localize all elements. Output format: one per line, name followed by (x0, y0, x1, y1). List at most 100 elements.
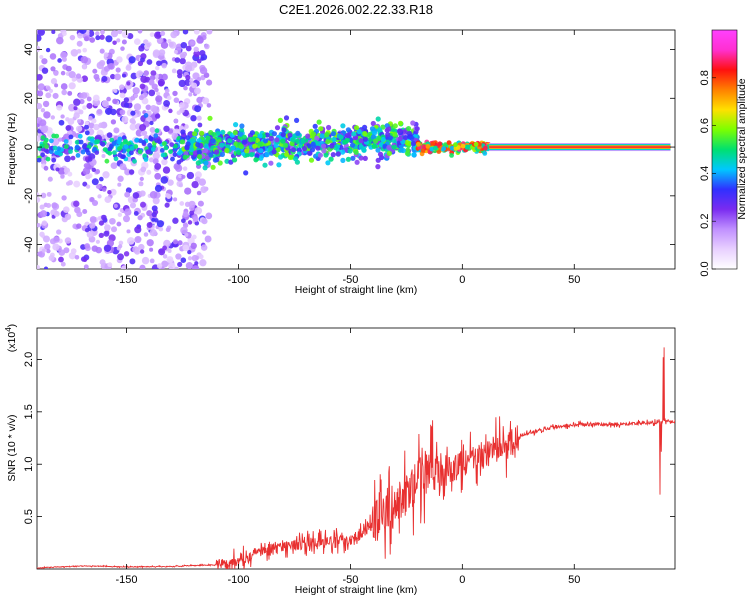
spectrogram-cell (385, 131, 391, 138)
spectrogram-cell (377, 151, 384, 157)
spectrogram-cell (168, 262, 176, 269)
spectrogram-cell (179, 139, 186, 145)
spectrogram-cell (233, 122, 239, 128)
spectrogram-cell (56, 146, 61, 152)
spectrogram-cell (267, 145, 274, 151)
spectrogram-cell (110, 162, 118, 170)
spectrogram-cell (134, 248, 141, 255)
spectrogram-cell (410, 140, 417, 147)
spectrogram-cell (140, 166, 147, 173)
spectrogram-cell (104, 224, 111, 231)
snr-x-tick-label: -150 (116, 574, 138, 586)
spectrogram-y-tick-label: -20 (23, 188, 35, 204)
spectrogram-cell (58, 119, 65, 126)
spectrogram-cell (117, 30, 123, 35)
spectrogram-cell (107, 150, 113, 156)
spectrogram-cell (60, 173, 65, 179)
spectrogram-cell (194, 171, 202, 179)
spectrogram-cell (87, 156, 93, 162)
spectrogram-cell (296, 147, 302, 153)
spectrogram-cell (62, 206, 70, 214)
spectrogram-cell (131, 119, 137, 125)
spectrogram-cell (189, 77, 194, 83)
spectrogram-cell (51, 202, 58, 209)
spectrogram-cell (123, 102, 130, 108)
spectrogram-cell (205, 212, 213, 220)
spectrogram-cell (73, 112, 80, 119)
spectrogram-cell (98, 122, 104, 129)
spectrogram-cell (117, 253, 124, 261)
spectrogram-cell (119, 109, 126, 116)
spectrogram-cell (73, 106, 78, 111)
spectrogram-cell (139, 249, 145, 254)
spectrogram-cell (104, 158, 110, 164)
spectrogram-cell (101, 100, 109, 108)
spectrogram-cell (82, 47, 88, 53)
spectrogram-cell (43, 111, 51, 119)
spectrogram-cell (82, 105, 87, 110)
spectrogram-cell (76, 40, 83, 47)
spectrogram-cell (386, 126, 392, 132)
spectrogram-cell (143, 157, 149, 162)
spectrogram-cell (88, 115, 93, 121)
spectrogram-cell (166, 95, 172, 101)
spectrogram-cell (193, 50, 201, 58)
spectrogram-cell (146, 169, 152, 175)
spectrogram-cell (93, 73, 100, 80)
spectrogram-cell (154, 65, 160, 71)
spectrogram-cell (253, 157, 259, 163)
spectrogram-cell (95, 184, 101, 189)
spectrogram-cell (62, 31, 67, 37)
spectrogram-cell (69, 34, 76, 41)
spectrogram-cell (350, 155, 356, 161)
spectrogram-cell (58, 249, 66, 256)
spectrogram-cell (62, 133, 71, 142)
spectrogram-cell (316, 119, 322, 125)
spectrogram-cell (37, 90, 44, 97)
spectrogram-cell (61, 195, 67, 201)
spectrogram-cell (187, 256, 193, 261)
snr-y-tick-label: 2.0 (23, 352, 35, 367)
spectrogram-cell (50, 115, 55, 120)
spectrogram-cell (187, 220, 193, 225)
spectrogram-cell (121, 115, 129, 123)
spectrogram-cell (210, 138, 216, 144)
spectrogram-cell (130, 110, 136, 116)
spectrogram-cell (133, 210, 139, 216)
spectrogram-cell (152, 49, 161, 57)
spectrogram-cell (46, 248, 51, 254)
spectrogram-cell (79, 98, 85, 105)
spectrogram-cell (160, 176, 169, 184)
spectrogram-cell (158, 226, 164, 232)
spectrogram-cell (421, 144, 427, 150)
spectrogram-cell (340, 157, 346, 163)
spectrogram-cell (122, 215, 131, 223)
spectrogram-cell (161, 73, 168, 81)
spectrogram-cell (198, 178, 207, 186)
spectrogram-cell (98, 220, 104, 226)
spectrogram-cell (361, 147, 367, 153)
spectrogram-cell (162, 245, 168, 251)
spectrogram-cell (194, 220, 200, 226)
spectrogram-cell (170, 31, 178, 39)
spectrogram-cell (154, 113, 161, 119)
spectrogram-cell (161, 62, 167, 69)
spectrogram-cell (219, 151, 225, 157)
spectrogram-cell (76, 211, 83, 218)
spectrogram-cell (52, 92, 59, 99)
spectrogram-cell (151, 217, 156, 222)
spectrogram-cell (308, 157, 315, 163)
spectrogram-cell (41, 220, 48, 226)
spectrogram-cell (68, 71, 76, 79)
spectrogram-cell (110, 73, 116, 80)
spectrogram-cell (125, 64, 132, 71)
spectrogram-cell (146, 222, 153, 228)
spectrogram-cell (37, 265, 41, 269)
spectrogram-cell (102, 147, 108, 153)
spectrogram-cell (138, 243, 145, 251)
spectrogram-cell (391, 144, 397, 150)
spectrogram-cell (76, 223, 82, 229)
spectrogram-cell (258, 148, 264, 154)
spectrogram-cell (204, 235, 212, 243)
spectrogram-cell (171, 68, 177, 74)
